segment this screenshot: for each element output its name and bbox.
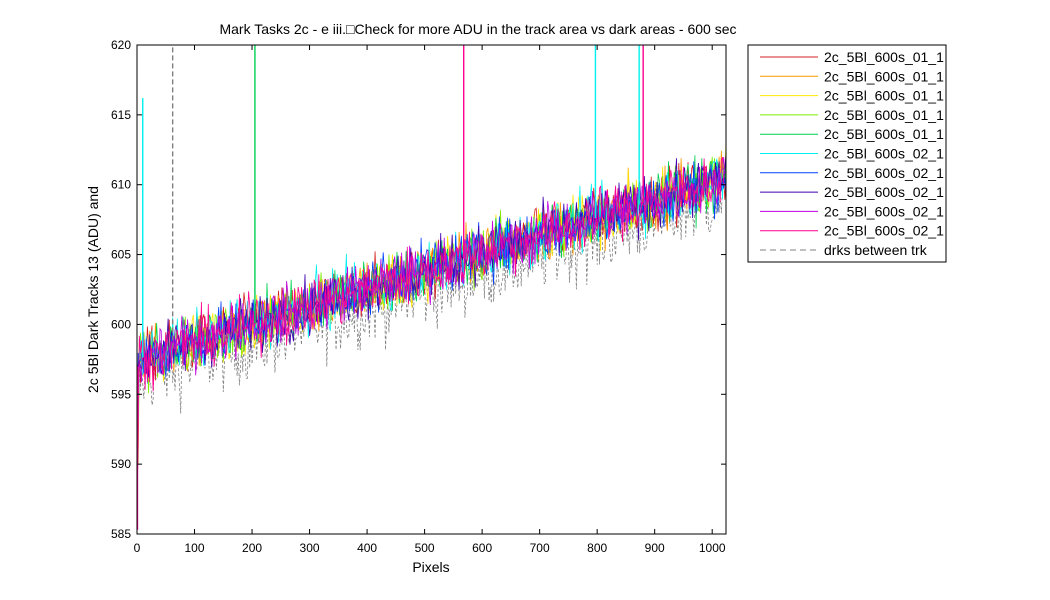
x-axis: 0 100 200 300 400 500 600 700 800 900 1000 <box>134 45 726 555</box>
legend-label: 2c_5Bl_600s_02_1 <box>824 165 944 181</box>
chart-title: Mark Tasks 2c - e iii.□Check for more AD… <box>219 21 736 37</box>
x-tick-label: 0 <box>134 541 141 555</box>
x-axis-label: Pixels <box>412 559 449 575</box>
legend-label: 2c_5Bl_600s_01_1 <box>824 88 944 104</box>
x-tick-label: 800 <box>587 541 607 555</box>
y-tick-label: 605 <box>111 248 131 262</box>
series-layer <box>136 45 727 530</box>
y-tick-label: 595 <box>111 387 131 401</box>
x-tick-label: 500 <box>415 541 435 555</box>
x-tick-label: 100 <box>185 541 205 555</box>
x-tick-label: 300 <box>300 541 320 555</box>
legend: 2c_5Bl_600s_01_1 2c_5Bl_600s_01_1 2c_5Bl_6… <box>747 44 947 263</box>
y-axis: 585 590 595 600 605 610 615 620 <box>111 38 726 541</box>
y-tick-label: 600 <box>111 317 131 331</box>
x-tick-label: 700 <box>530 541 550 555</box>
legend-label: 2c_5Bl_600s_02_1 <box>824 146 944 162</box>
y-tick-label: 590 <box>111 457 131 471</box>
plot-frame <box>136 44 727 535</box>
series-line <box>136 157 727 501</box>
y-tick-label: 620 <box>111 38 131 52</box>
legend-label: 2c_5Bl_600s_02_1 <box>824 184 944 200</box>
legend-label: 2c_5Bl_600s_01_1 <box>824 49 944 65</box>
legend-label: drks between trk <box>824 242 928 258</box>
legend-label: 2c_5Bl_600s_02_1 <box>824 223 944 239</box>
y-tick-label: 610 <box>111 178 131 192</box>
x-tick-label: 900 <box>645 541 665 555</box>
legend-label: 2c_5Bl_600s_01_1 <box>824 68 944 84</box>
x-tick-label: 200 <box>242 541 262 555</box>
legend-label: 2c_5Bl_600s_01_1 <box>824 126 944 142</box>
x-tick-label: 400 <box>357 541 377 555</box>
x-tick-label: 1000 <box>699 541 726 555</box>
x-tick-label: 600 <box>472 541 492 555</box>
series-line <box>136 166 727 423</box>
y-tick-label: 585 <box>111 527 131 541</box>
y-axis-label: 2c 5Bl Dark Tracks 13 (ADU) and <box>85 186 101 393</box>
legend-label: 2c_5Bl_600s_01_1 <box>824 107 944 123</box>
legend-label: 2c_5Bl_600s_02_1 <box>824 203 944 219</box>
y-tick-label: 615 <box>111 108 131 122</box>
plot-area <box>136 44 727 535</box>
